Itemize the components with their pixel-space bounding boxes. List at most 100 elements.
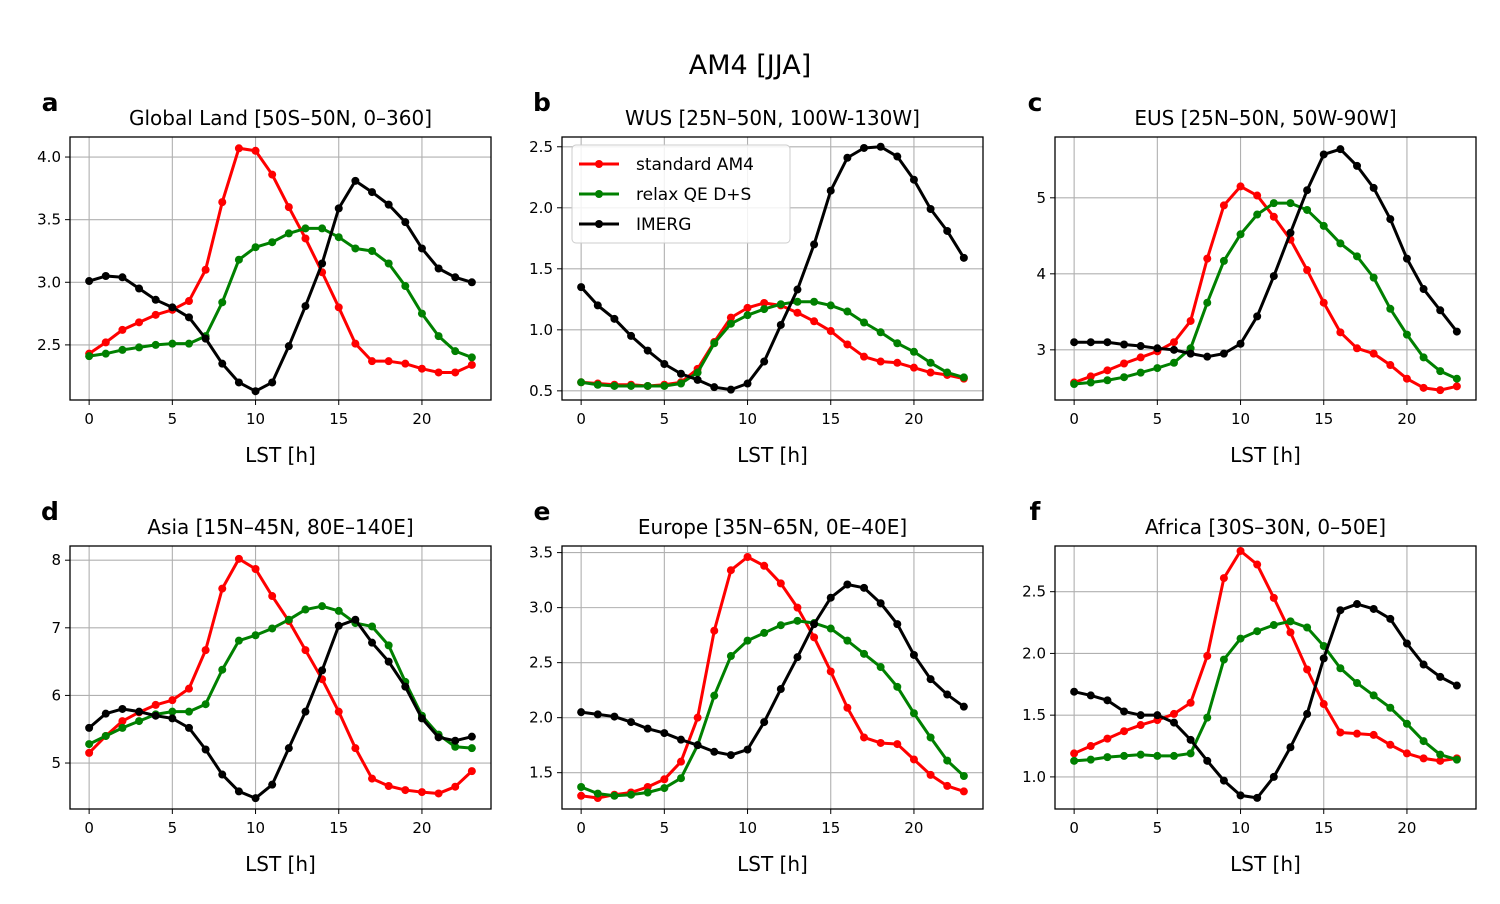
- data-point: [351, 744, 360, 753]
- data-point: [1336, 328, 1345, 337]
- data-point: [1386, 614, 1395, 623]
- data-point: [726, 319, 735, 328]
- data-point: [118, 325, 127, 334]
- data-point: [1353, 729, 1362, 738]
- series-line-standard-am4: [88, 557, 473, 795]
- data-point: [118, 723, 127, 732]
- data-point: [401, 218, 410, 227]
- data-point: [610, 314, 619, 323]
- data-point: [234, 378, 243, 387]
- x-tick-label: 0: [576, 819, 586, 837]
- data-point: [1369, 604, 1378, 613]
- data-point: [201, 745, 210, 754]
- data-point: [593, 380, 602, 389]
- x-tick-label: 5: [660, 819, 670, 837]
- data-point: [434, 733, 443, 742]
- data-point: [860, 352, 869, 361]
- data-point: [1269, 212, 1278, 221]
- data-point: [693, 368, 702, 377]
- data-point: [1169, 358, 1178, 367]
- data-point: [693, 741, 702, 750]
- data-point: [1120, 707, 1129, 716]
- data-point: [676, 379, 685, 388]
- data-point: [726, 385, 735, 394]
- data-point: [760, 357, 769, 366]
- data-point: [1303, 186, 1312, 195]
- data-point: [467, 732, 476, 741]
- data-point: [351, 615, 360, 624]
- data-point: [610, 381, 619, 390]
- data-point: [467, 278, 476, 287]
- data-point: [1070, 749, 1079, 758]
- data-point: [1419, 353, 1428, 362]
- data-point: [1103, 753, 1112, 762]
- legend-marker: [595, 220, 603, 228]
- x-tick-label: 10: [246, 819, 265, 837]
- data-point: [301, 707, 310, 716]
- data-point: [1236, 791, 1245, 800]
- data-point: [776, 579, 785, 588]
- data-point: [1286, 743, 1295, 752]
- data-point: [1203, 713, 1212, 722]
- data-point: [710, 339, 719, 348]
- x-tick-label: 5: [660, 410, 670, 428]
- data-point: [201, 700, 210, 709]
- data-point: [643, 381, 652, 390]
- data-point: [1386, 703, 1395, 712]
- data-point: [284, 229, 293, 238]
- y-tick-label: 2.5: [1022, 583, 1046, 601]
- data-point: [959, 787, 968, 796]
- data-point: [909, 755, 918, 764]
- data-point: [251, 387, 260, 396]
- data-point: [1319, 150, 1328, 159]
- data-point: [893, 339, 902, 348]
- data-point: [760, 305, 769, 314]
- data-point: [1120, 340, 1129, 349]
- data-point: [218, 770, 227, 779]
- data-point: [301, 646, 310, 655]
- x-tick-label: 20: [1397, 819, 1416, 837]
- data-point: [1236, 546, 1245, 555]
- data-point: [1236, 339, 1245, 348]
- data-point: [577, 283, 586, 292]
- data-point: [676, 369, 685, 378]
- data-point: [843, 636, 852, 645]
- data-point: [1103, 696, 1112, 705]
- axes-frame: [69, 136, 492, 401]
- data-point: [1186, 749, 1195, 758]
- data-point: [676, 757, 685, 766]
- data-point: [434, 368, 443, 377]
- x-tick-label: 20: [412, 819, 431, 837]
- legend: standard AM4 relax QE D+S IMERG: [571, 144, 791, 244]
- data-point: [1336, 145, 1345, 154]
- data-point: [251, 243, 260, 252]
- data-point: [643, 724, 652, 733]
- data-point: [810, 620, 819, 629]
- data-point: [184, 339, 193, 348]
- y-tick-label: 5: [51, 754, 61, 772]
- data-point: [1353, 679, 1362, 688]
- data-point: [184, 297, 193, 306]
- data-point: [1153, 751, 1162, 760]
- data-point: [1369, 691, 1378, 700]
- x-tick-label: 20: [904, 410, 923, 428]
- y-tick-label: 5: [1036, 189, 1046, 207]
- data-point: [401, 282, 410, 291]
- data-point: [743, 636, 752, 645]
- y-tick-label: 3.5: [529, 544, 553, 562]
- data-point: [776, 685, 785, 694]
- data-point: [726, 652, 735, 661]
- data-point: [660, 359, 669, 368]
- data-point: [417, 244, 426, 253]
- y-tick-label: 7: [51, 619, 61, 637]
- series-line-imerg: [88, 179, 473, 393]
- panel-label: e: [534, 497, 551, 526]
- x-tick-label: 20: [1397, 410, 1416, 428]
- data-point: [1120, 751, 1129, 760]
- data-point: [1153, 711, 1162, 720]
- data-point: [893, 740, 902, 749]
- data-point: [793, 297, 802, 306]
- data-point: [577, 378, 586, 387]
- data-point: [660, 729, 669, 738]
- data-point: [368, 622, 377, 631]
